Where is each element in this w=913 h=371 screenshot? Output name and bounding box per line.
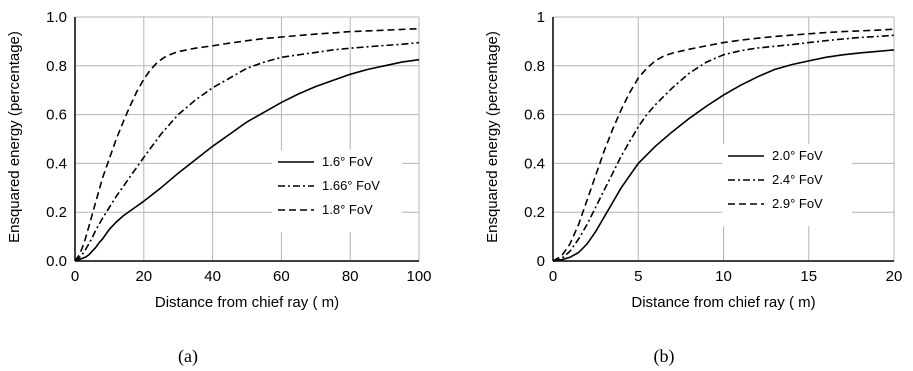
y-tick-label: 0.4	[46, 155, 67, 172]
y-tick-label: 0.8	[46, 58, 67, 75]
y-tick-label: 0.8	[524, 58, 545, 75]
series-line-2	[552, 34, 895, 262]
series-line-1	[74, 58, 420, 262]
y-tick-label: 0.2	[524, 204, 545, 221]
series-line-2	[74, 41, 420, 262]
x-tick-label: 40	[204, 268, 221, 285]
x-tick-label: 100	[406, 268, 431, 285]
panel-caption: (a)	[178, 346, 198, 367]
y-tick-label: 1.0	[46, 9, 67, 26]
y-tick-label: 0.0	[46, 253, 67, 270]
y-axis-label: Ensquared energy (percentage)	[6, 31, 23, 243]
series-line-1	[552, 49, 895, 262]
legend-entry-label: 2.4° FoV	[772, 172, 823, 187]
series-line-3	[552, 28, 895, 262]
chart-panel-2: 0 5 10 15 20 0 0.2 0.4 0.6 0.8 1 Distance from chie…	[484, 9, 902, 367]
legend-entry-label: 1.8° FoV	[322, 202, 373, 217]
y-axis-label: Ensquared energy (percentage)	[484, 31, 501, 243]
legend: 1.6° FoV 1.66° FoV 1.8° FoV	[272, 150, 402, 232]
legend-background	[272, 150, 402, 232]
legend: 2.0° FoV 2.4° FoV 2.9° FoV	[722, 144, 852, 226]
legend-entry-label: 1.66° FoV	[322, 178, 380, 193]
y-tick-label: 0.6	[524, 107, 545, 124]
y-tick-label: 0	[537, 253, 545, 270]
x-tick-label: 80	[342, 268, 359, 285]
y-tick-label: 0.6	[46, 107, 67, 124]
x-tick-label: 15	[800, 268, 817, 285]
legend-entry-label: 1.6° FoV	[322, 154, 373, 169]
x-tick-label: 20	[886, 268, 903, 285]
chart-panel-1: 0 20 40 60 80 100 0.0 0.2 0.4 0.6 0.8 1.0 Distance f…	[6, 9, 432, 367]
x-tick-label: 20	[135, 268, 152, 285]
x-tick-label: 0	[71, 268, 79, 285]
series-line-3	[74, 27, 420, 262]
legend-entry-label: 2.0° FoV	[772, 148, 823, 163]
x-tick-label: 10	[715, 268, 732, 285]
x-tick-label: 60	[273, 268, 290, 285]
legend-background	[722, 144, 852, 226]
x-tick-label: 5	[634, 268, 642, 285]
x-axis-label: Distance from chief ray ( m)	[631, 294, 815, 311]
y-tick-label: 0.2	[46, 204, 67, 221]
panel-caption: (b)	[654, 346, 675, 367]
x-tick-label: 0	[549, 268, 557, 285]
y-tick-label: 0.4	[524, 155, 545, 172]
y-tick-label: 1	[537, 9, 545, 26]
legend-entry-label: 2.9° FoV	[772, 196, 823, 211]
x-axis-label: Distance from chief ray ( m)	[155, 294, 339, 311]
